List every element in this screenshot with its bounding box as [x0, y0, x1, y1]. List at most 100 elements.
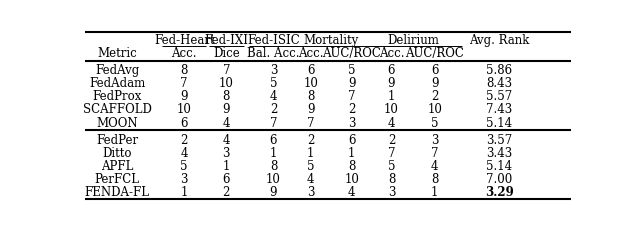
- Text: 4: 4: [388, 117, 396, 130]
- Text: 7: 7: [223, 64, 230, 77]
- Text: 2: 2: [388, 134, 395, 147]
- Text: 8: 8: [348, 160, 355, 173]
- Text: 10: 10: [177, 103, 191, 116]
- Text: SCAFFOLD: SCAFFOLD: [83, 103, 152, 116]
- Text: 2: 2: [269, 103, 277, 116]
- Text: 10: 10: [303, 77, 318, 90]
- Text: 6: 6: [180, 117, 188, 130]
- Text: 6: 6: [348, 134, 356, 147]
- Text: 9: 9: [348, 77, 356, 90]
- Text: 6: 6: [223, 173, 230, 186]
- Text: 1: 1: [223, 160, 230, 173]
- Text: Fed-IXI: Fed-IXI: [204, 34, 248, 47]
- Text: AUC/ROC: AUC/ROC: [405, 47, 464, 60]
- Text: 7: 7: [388, 147, 396, 160]
- Text: 2: 2: [431, 90, 438, 103]
- Text: 9: 9: [180, 90, 188, 103]
- Text: 7: 7: [269, 117, 277, 130]
- Text: 9: 9: [388, 77, 396, 90]
- Text: 8: 8: [180, 64, 188, 77]
- Text: 8: 8: [223, 90, 230, 103]
- Text: MOON: MOON: [97, 117, 138, 130]
- Text: 7: 7: [180, 77, 188, 90]
- Text: 6: 6: [307, 64, 314, 77]
- Text: FedPer: FedPer: [96, 134, 138, 147]
- Text: 9: 9: [223, 103, 230, 116]
- Text: 5: 5: [388, 160, 396, 173]
- Text: 1: 1: [388, 90, 395, 103]
- Text: 4: 4: [348, 186, 356, 199]
- Text: 10: 10: [219, 77, 234, 90]
- Text: 6: 6: [269, 134, 277, 147]
- Text: 3.29: 3.29: [484, 186, 513, 199]
- Text: 1: 1: [348, 147, 355, 160]
- Text: APFL: APFL: [101, 160, 133, 173]
- Text: Acc.: Acc.: [379, 47, 404, 60]
- Text: 6: 6: [388, 64, 396, 77]
- Text: 5: 5: [307, 160, 314, 173]
- Text: 4: 4: [223, 134, 230, 147]
- Text: 6: 6: [431, 64, 438, 77]
- Text: PerFCL: PerFCL: [95, 173, 140, 186]
- Text: Acc.: Acc.: [298, 47, 323, 60]
- Text: 3: 3: [307, 186, 314, 199]
- Text: 8: 8: [431, 173, 438, 186]
- Text: Avg. Rank: Avg. Rank: [469, 34, 529, 47]
- Text: 1: 1: [269, 147, 277, 160]
- Text: 5: 5: [269, 77, 277, 90]
- Text: 8: 8: [269, 160, 277, 173]
- Text: AUC/ROC: AUC/ROC: [323, 47, 381, 60]
- Text: 9: 9: [307, 103, 314, 116]
- Text: 4: 4: [180, 147, 188, 160]
- Text: 5.14: 5.14: [486, 160, 512, 173]
- Text: 3: 3: [180, 173, 188, 186]
- Text: Fed-Heart: Fed-Heart: [154, 34, 214, 47]
- Text: Acc.: Acc.: [172, 47, 197, 60]
- Text: FedProx: FedProx: [93, 90, 142, 103]
- Text: 10: 10: [266, 173, 281, 186]
- Text: 8.43: 8.43: [486, 77, 512, 90]
- Text: 3.57: 3.57: [486, 134, 512, 147]
- Text: Ditto: Ditto: [102, 147, 132, 160]
- Text: 5: 5: [431, 117, 438, 130]
- Text: 2: 2: [223, 186, 230, 199]
- Text: 5.14: 5.14: [486, 117, 512, 130]
- Text: 3: 3: [388, 186, 396, 199]
- Text: 2: 2: [348, 103, 355, 116]
- Text: FedAdam: FedAdam: [89, 77, 145, 90]
- Text: 8: 8: [307, 90, 314, 103]
- Text: Mortality: Mortality: [303, 34, 358, 47]
- Text: 3: 3: [348, 117, 356, 130]
- Text: 1: 1: [180, 186, 188, 199]
- Text: Bal. Acc.: Bal. Acc.: [247, 47, 300, 60]
- Text: 4: 4: [269, 90, 277, 103]
- Text: 4: 4: [431, 160, 438, 173]
- Text: 7: 7: [348, 90, 356, 103]
- Text: 8: 8: [388, 173, 395, 186]
- Text: Dice: Dice: [213, 47, 240, 60]
- Text: 5: 5: [348, 64, 356, 77]
- Text: 7.43: 7.43: [486, 103, 512, 116]
- Text: 3: 3: [431, 134, 438, 147]
- Text: 4: 4: [223, 117, 230, 130]
- Text: 2: 2: [180, 134, 188, 147]
- Text: 9: 9: [431, 77, 438, 90]
- Text: 2: 2: [307, 134, 314, 147]
- Text: 7: 7: [431, 147, 438, 160]
- Text: FENDA-FL: FENDA-FL: [84, 186, 150, 199]
- Text: Metric: Metric: [97, 47, 137, 60]
- Text: 10: 10: [344, 173, 359, 186]
- Text: 4: 4: [307, 173, 314, 186]
- Text: FedAvg: FedAvg: [95, 64, 140, 77]
- Text: 7.00: 7.00: [486, 173, 512, 186]
- Text: 3.43: 3.43: [486, 147, 512, 160]
- Text: 5.86: 5.86: [486, 64, 512, 77]
- Text: Fed-ISIC: Fed-ISIC: [247, 34, 300, 47]
- Text: 5.57: 5.57: [486, 90, 512, 103]
- Text: 1: 1: [307, 147, 314, 160]
- Text: Delirium: Delirium: [387, 34, 439, 47]
- Text: 1: 1: [431, 186, 438, 199]
- Text: 3: 3: [269, 64, 277, 77]
- Text: 3: 3: [223, 147, 230, 160]
- Text: 10: 10: [428, 103, 442, 116]
